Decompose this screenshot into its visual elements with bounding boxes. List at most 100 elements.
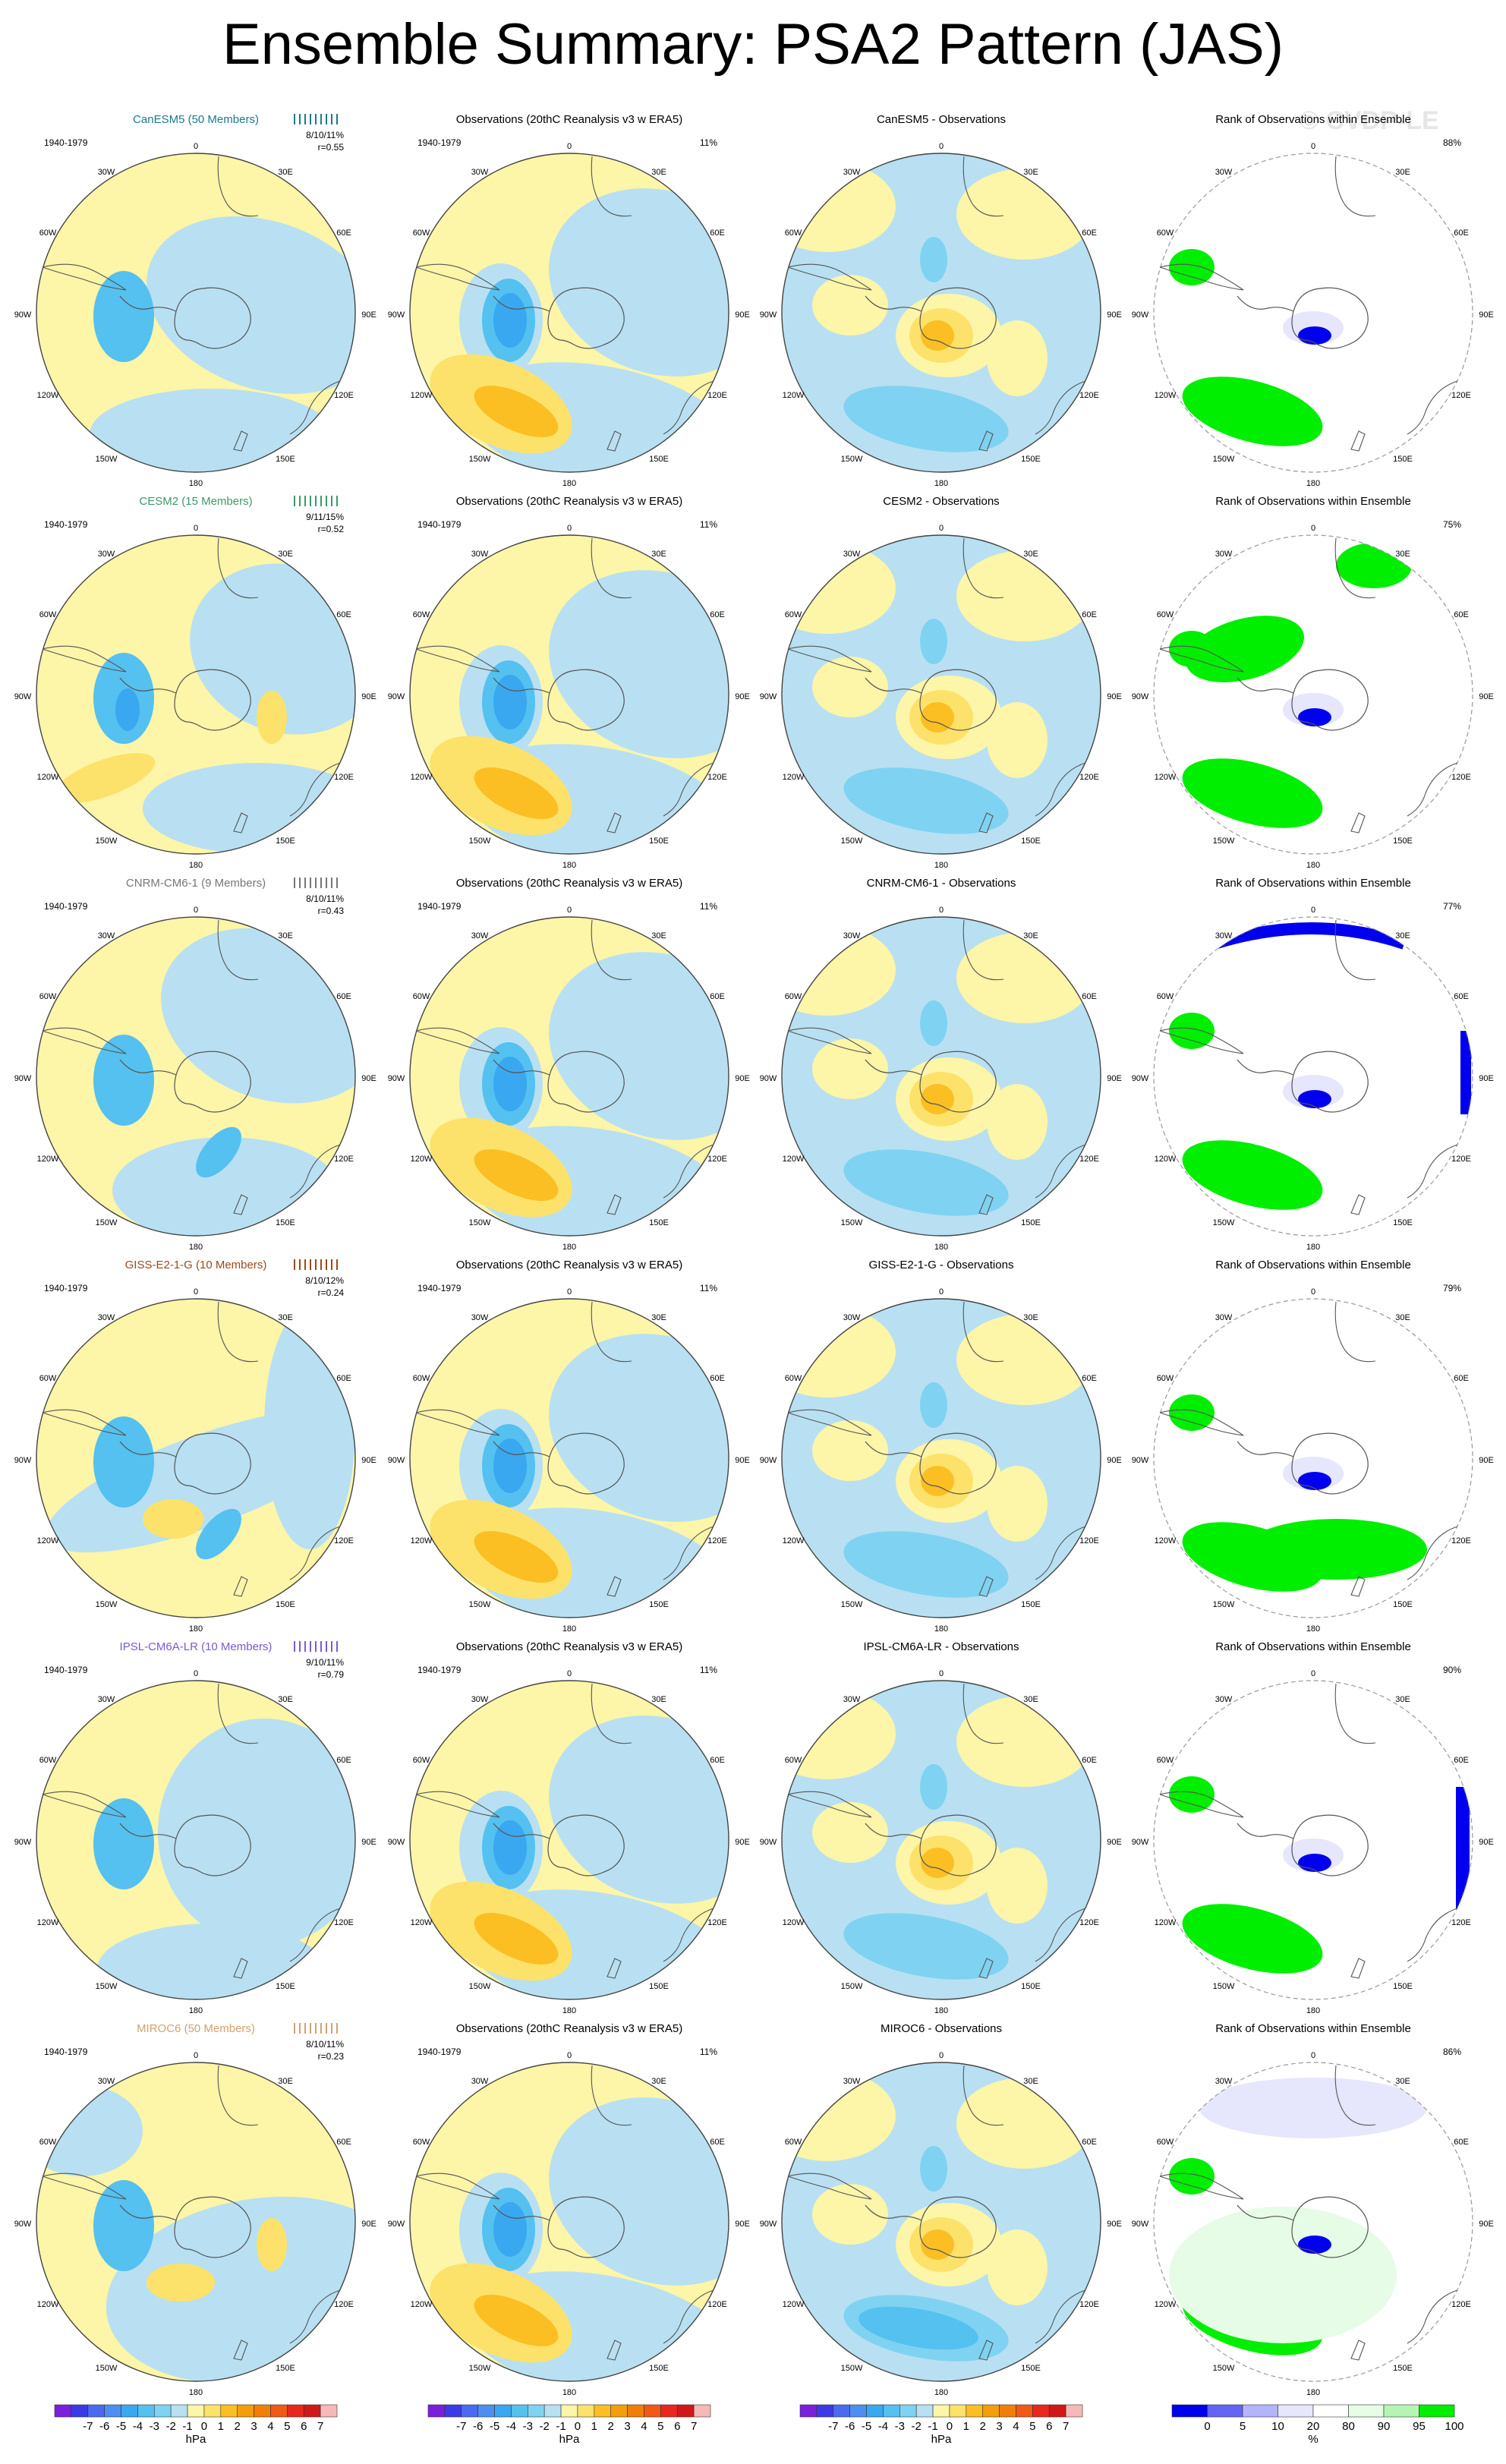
map-panel: 0 180 30W 60W 90W 120W 150W 30E 60E 90E 120E 150E xyxy=(14,906,376,1252)
rank-field xyxy=(1154,2062,1473,2381)
lon-label-east: 30E xyxy=(1395,168,1410,177)
diff-title: CanESM5 - Observations xyxy=(877,113,1006,126)
lon-label-west: 30W xyxy=(471,2077,489,2086)
rank-field xyxy=(1154,1681,1473,1999)
lon-label-west: 60W xyxy=(1157,2138,1174,2147)
lon-label-west: 150W xyxy=(96,1218,118,1227)
negative-region xyxy=(493,1057,527,1111)
lon-label-east: 150E xyxy=(1393,1600,1413,1609)
africa-coastline xyxy=(591,156,632,217)
colorbar-diff: -7 -6 -5 -4 -3 -2 -1 0 1 2 3 4 5 6 7 hPa xyxy=(799,2404,1083,2446)
lon-label-west: 60W xyxy=(39,992,57,1001)
positive-region xyxy=(782,1306,896,1397)
lon-label-west: 60W xyxy=(413,992,430,1001)
colorbar-unit: hPa xyxy=(559,2433,580,2446)
diff-title: MIROC6 - Observations xyxy=(881,2022,1002,2035)
lon-label-west: 120W xyxy=(37,1155,59,1164)
lon-label-west: 30W xyxy=(843,931,861,941)
rank-frame xyxy=(1153,153,1473,473)
map-field xyxy=(782,2062,1101,2381)
lon-label-east: 150E xyxy=(649,455,669,464)
lon-label-west: 30W xyxy=(98,550,115,559)
lon-label-east: 60E xyxy=(1082,228,1097,238)
colorbar-tick-label: -1 xyxy=(556,2420,566,2433)
lon-label-top: 0 xyxy=(194,1287,198,1297)
map-panel: 0 180 30W 60W 90W 120W 150W 30E 60E 90E 120E 150E xyxy=(760,1669,1122,2015)
rank-title: Rank of Observations within Ensemble xyxy=(1215,1640,1411,1653)
lon-label-bottom: 180 xyxy=(1306,2006,1320,2015)
lon-label-west: 120W xyxy=(37,391,59,400)
colorbar-tick-label: 20 xyxy=(1307,2420,1320,2433)
colorbar-tick-label: -7 xyxy=(456,2420,466,2433)
lon-label-top: 0 xyxy=(194,1669,198,1678)
positive-region xyxy=(987,2229,1048,2305)
lon-label-west: 60W xyxy=(1157,610,1174,619)
colorbar-swatch xyxy=(676,2404,695,2418)
lon-label-west: 150W xyxy=(1213,1600,1235,1609)
lon-label-west: 30W xyxy=(98,2077,115,2086)
colorbar-rank: 0 5 10 20 80 90 95 100% xyxy=(1171,2404,1464,2446)
negative-region xyxy=(493,2202,527,2257)
lon-label-west: 150W xyxy=(469,455,491,464)
member-spread-icon xyxy=(294,878,338,888)
rank-pct: 90% xyxy=(1443,1665,1461,1675)
lon-label-west: 90W xyxy=(760,1074,777,1083)
lon-label-east: 120E xyxy=(334,1536,354,1546)
peninsula-coastline xyxy=(1237,1441,1294,1457)
map-panel: 0 180 30W 60W 90W 120W 150W 30E 60E 90E 120E 150E xyxy=(760,524,1122,870)
lon-label-west: 60W xyxy=(39,1756,57,1765)
lon-label-east: 90E xyxy=(1107,2220,1122,2229)
peninsula-coastline xyxy=(1237,1059,1294,1076)
lon-label-east: 150E xyxy=(1393,837,1413,846)
lon-label-east: 150E xyxy=(276,455,295,464)
lon-label-east: 90E xyxy=(361,310,376,320)
antarctica-coastline xyxy=(174,669,251,731)
lon-label-east: 120E xyxy=(707,1918,727,1927)
model-pcts: 8/10/12% xyxy=(305,1275,344,1286)
obs-title: Observations (20thC Reanalysis v3 w ERA5… xyxy=(456,1640,682,1653)
lon-label-west: 60W xyxy=(413,1374,430,1383)
lon-label-top: 0 xyxy=(567,1287,572,1297)
lon-label-west: 60W xyxy=(1157,1374,1174,1383)
lon-label-west: 90W xyxy=(1132,1456,1149,1465)
antarctica-coastline xyxy=(174,1051,251,1113)
lon-label-west: 90W xyxy=(14,310,32,320)
lon-label-west: 60W xyxy=(785,610,802,619)
positive-region xyxy=(987,320,1048,396)
map-field xyxy=(782,1299,1101,1618)
colorbar-swatch xyxy=(1278,2404,1314,2418)
lon-label-west: 30W xyxy=(98,1313,115,1322)
lon-label-west: 90W xyxy=(14,692,32,701)
model-correlation: r=0.23 xyxy=(318,2051,345,2062)
colorbar-swatch xyxy=(444,2404,462,2418)
rank-low-region xyxy=(1460,1031,1471,1114)
rank-high-region xyxy=(1169,1013,1215,1049)
lon-label-east: 30E xyxy=(651,1313,666,1322)
south-america-coastline xyxy=(415,1409,500,1436)
model-period: 1940-1979 xyxy=(44,519,88,530)
lon-label-top: 0 xyxy=(194,524,198,533)
new-zealand-coastline xyxy=(233,430,248,452)
colorbar-unit: hPa xyxy=(931,2433,952,2446)
lon-label-west: 90W xyxy=(760,1456,777,1465)
member-spread-icon xyxy=(294,1259,338,1270)
lon-label-east: 60E xyxy=(336,610,351,619)
rank-title: Rank of Observations within Ensemble xyxy=(1215,113,1411,126)
colorbar-swatch xyxy=(932,2404,950,2418)
map-field xyxy=(36,153,355,472)
rank-field xyxy=(1154,917,1473,1236)
map-field xyxy=(36,917,355,1236)
obs-title: Observations (20thC Reanalysis v3 w ERA5… xyxy=(456,2022,682,2035)
lon-label-west: 150W xyxy=(841,837,863,846)
australia-coastline xyxy=(663,2289,714,2344)
lon-label-west: 120W xyxy=(411,1918,433,1927)
new-zealand-coastline xyxy=(1350,1194,1366,1215)
positive-region xyxy=(257,2218,287,2271)
lon-label-west: 150W xyxy=(841,1982,863,1991)
lon-label-east: 90E xyxy=(735,2220,750,2229)
map-panel: 0 180 30W 60W 90W 120W 150W 30E 60E 90E 120E 150E xyxy=(14,142,376,488)
lon-label-west: 60W xyxy=(413,228,430,238)
positive-region xyxy=(956,2078,1093,2169)
lon-label-east: 150E xyxy=(649,1982,669,1991)
